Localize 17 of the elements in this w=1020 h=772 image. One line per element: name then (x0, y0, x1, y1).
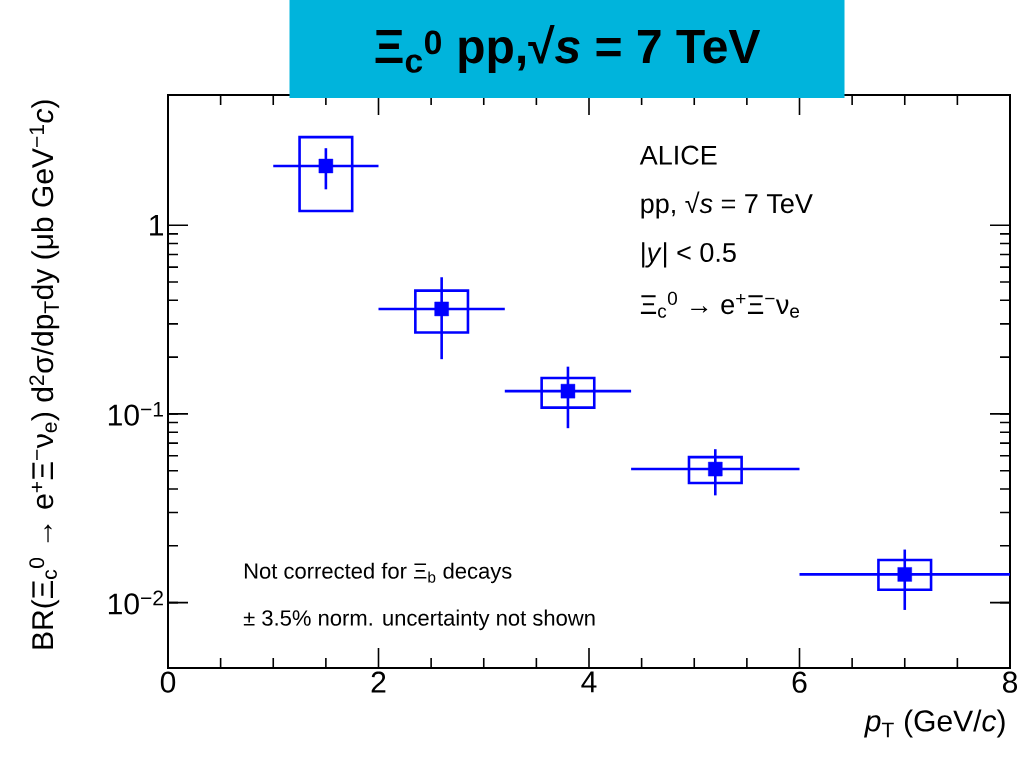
x-tick-label: 4 (581, 671, 597, 693)
y-tick-label: 1 (150, 214, 164, 236)
annotation: |y| < 0.5 (642, 242, 736, 268)
x-axis-title: p$_{T}$ (GeV/c) (864, 709, 1005, 738)
chart-title: Ξ$_{c}$$^{0}$ pp,√s = 7 TeV (375, 25, 761, 73)
annotation: pp, √s = 7 TeV (641, 191, 813, 219)
annotation: Not corrected for Ξ$_{b}$ decays (244, 562, 512, 584)
annotation: ± 3.5% norm. uncertainty not shown (243, 609, 595, 631)
text: BR(Ξ$_{c}$$^{0}$ → e$^{+}$Ξ$^{−}$ν$_{e}$) d$^{2}$σ/dp$_{T}$dy (μb GeV$^{−1}$c) (29, 100, 60, 649)
annotation: ALICE (639, 145, 717, 165)
x-tick-label: 0 (160, 671, 176, 693)
y-tick-label: 10$^{−1}$ (108, 402, 163, 426)
x-tick-label: 2 (371, 671, 386, 693)
x-tick-label: 8 (1002, 671, 1018, 693)
y-tick-label: 10$^{−2}$ (108, 590, 163, 615)
text: Ξ$_{c}$$^{0}$ → e$^{+}$Ξ$^{−}$ν$_{e}$ (640, 291, 800, 318)
x-tick-label: 6 (792, 671, 807, 693)
